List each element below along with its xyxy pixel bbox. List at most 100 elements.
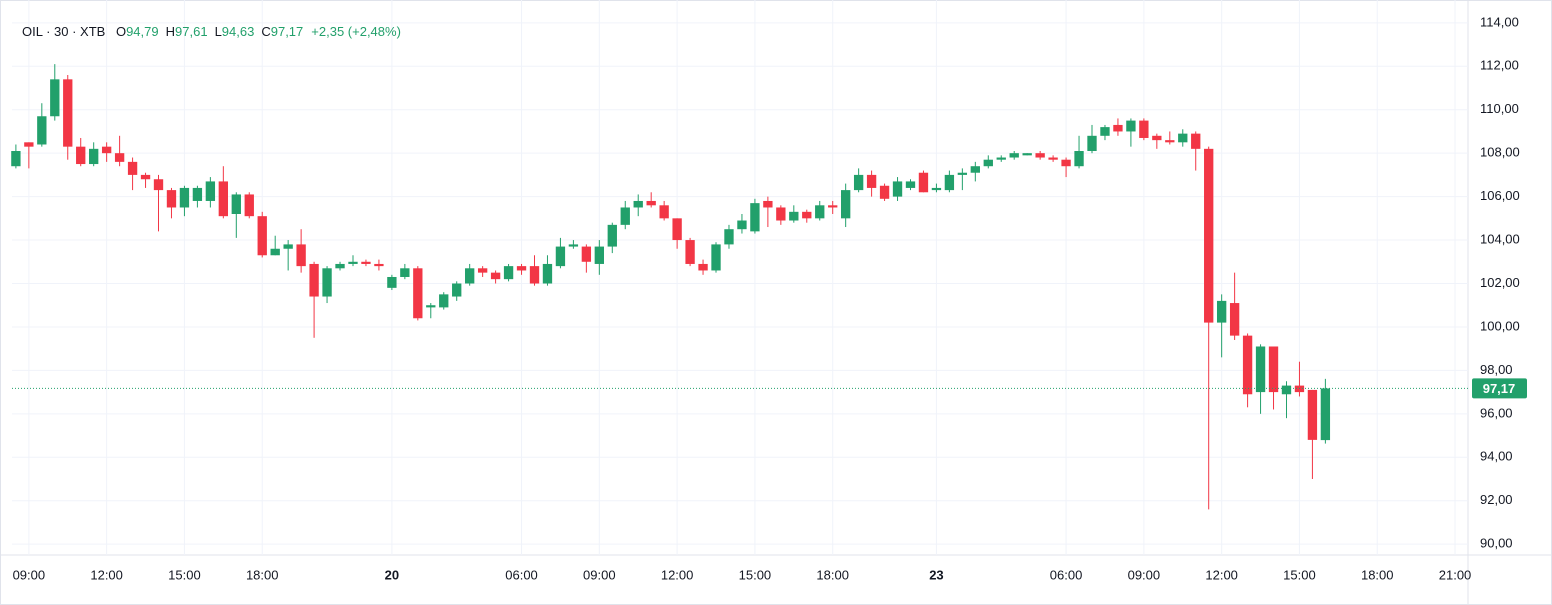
candle-body [63, 79, 73, 147]
x-tick-label: 12:00 [1205, 567, 1238, 582]
candle-body [853, 174, 864, 191]
x-tick-label: 18:00 [246, 567, 279, 582]
candle-body [1152, 135, 1162, 141]
candle-body [1178, 133, 1188, 143]
candle-body [1048, 157, 1058, 160]
candle-body [452, 283, 462, 297]
x-tick-label: 06:00 [505, 567, 538, 582]
y-tick-label: 96,00 [1480, 405, 1513, 420]
candle-body [205, 181, 216, 201]
last-price-label: 97,17 [1483, 381, 1516, 396]
candle-body [477, 268, 488, 273]
candle-body [944, 174, 955, 191]
legend: OIL · 30 · XTB O94,79 H97,61 L94,63 C97,17 +… [22, 24, 401, 39]
candle-body [1087, 135, 1097, 152]
candle-body [322, 268, 332, 297]
candle-body [1216, 300, 1227, 323]
candle-body [840, 190, 851, 219]
candle-body [620, 207, 630, 225]
y-tick-label: 90,00 [1480, 536, 1513, 551]
legend-value: 97,17 [271, 24, 304, 39]
candle-body [633, 200, 643, 208]
x-tick-label: 15:00 [739, 567, 772, 582]
candle-body [114, 153, 125, 162]
y-tick-label: 100,00 [1480, 318, 1520, 333]
candle-body [387, 276, 397, 288]
candle-body [192, 187, 203, 201]
x-tick-label: 15:00 [1283, 567, 1316, 582]
candle-body [439, 294, 449, 308]
candle-body [672, 218, 682, 241]
candle-body [711, 244, 721, 271]
candle-body [400, 268, 410, 277]
candle-body [1320, 388, 1331, 441]
legend-value: 97,61 [175, 24, 208, 39]
x-tick-label: 12:00 [90, 567, 123, 582]
candle-body [24, 142, 34, 147]
candle-body [568, 244, 579, 247]
candle-body [361, 261, 371, 264]
candle-body [1204, 148, 1214, 323]
legend-value: 94,63 [222, 24, 255, 39]
candle-body [763, 200, 773, 208]
candle-body [296, 244, 306, 267]
candle-body [996, 157, 1006, 160]
candle-body [101, 146, 112, 154]
candle-body [37, 116, 47, 145]
symbol: OIL · 30 · XTB [22, 24, 105, 39]
candle-body [1009, 153, 1019, 158]
candle-body [257, 216, 267, 256]
y-tick-label: 108,00 [1480, 145, 1520, 160]
candle-body [1100, 127, 1110, 136]
y-tick-label: 112,00 [1480, 58, 1519, 73]
candle-body [555, 246, 566, 267]
candle-body [283, 244, 293, 249]
candle-body [776, 207, 786, 221]
legend-key: C [261, 24, 270, 39]
x-tick-label: 09:00 [13, 567, 46, 582]
candle-body [607, 224, 617, 247]
candle-body [789, 211, 799, 221]
candle-body [931, 187, 942, 191]
last-price-tag [1472, 378, 1527, 399]
y-tick-label: 98,00 [1480, 362, 1513, 377]
x-tick-label: 15:00 [168, 567, 201, 582]
candle-body [348, 261, 358, 264]
candle-body [244, 194, 254, 217]
x-tick-label: 18:00 [816, 567, 849, 582]
candle-body [698, 263, 708, 271]
candle-body [218, 181, 229, 217]
y-tick-label: 110,00 [1480, 101, 1519, 116]
candle-body [1229, 303, 1240, 336]
candle-body [76, 146, 86, 165]
candle-body [659, 205, 669, 219]
x-tick-label: 23 [929, 567, 943, 582]
candle-body [879, 185, 890, 199]
candle-body [918, 172, 929, 193]
candle-body [516, 266, 527, 271]
x-tick-label: 20 [385, 567, 399, 582]
candle-body [542, 263, 553, 284]
candle-body [594, 246, 604, 264]
candle-body [750, 203, 760, 232]
legend-key: O [116, 24, 126, 39]
candle-body [1268, 346, 1279, 393]
candle-body [413, 268, 423, 319]
candle-body [1242, 335, 1253, 395]
candle-body [374, 263, 384, 267]
candle-body [724, 229, 734, 245]
legend-key: H [166, 24, 175, 39]
candle-body [1074, 151, 1084, 167]
x-tick-label: 06:00 [1050, 567, 1083, 582]
y-tick-label: 92,00 [1480, 492, 1513, 507]
candle-body [581, 246, 592, 262]
candle-body [802, 211, 812, 219]
candle-body [1113, 124, 1123, 132]
candle-body [1191, 133, 1201, 149]
candle-body [465, 268, 475, 284]
candle-body [905, 181, 916, 188]
candle-body [529, 266, 540, 284]
y-tick-label: 106,00 [1480, 188, 1520, 203]
candle-body [153, 179, 164, 191]
